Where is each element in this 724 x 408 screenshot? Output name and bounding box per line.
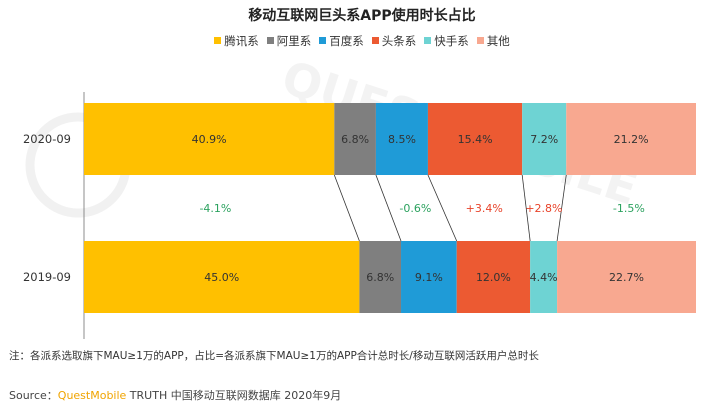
category-tick-label: 2019-09	[23, 270, 71, 284]
bar-value-label: 45.0%	[204, 271, 239, 284]
legend-item: 头条系	[371, 33, 417, 49]
segment-connector-line	[521, 174, 531, 242]
bar-value-label: 21.2%	[614, 133, 649, 146]
bar-value-label: 6.8%	[341, 133, 369, 146]
bar-value-label: 9.1%	[415, 271, 443, 284]
bar-value-label: 7.2%	[530, 133, 558, 146]
legend-swatch	[319, 37, 327, 44]
segment-connector-line	[375, 174, 402, 242]
bar-segment	[530, 241, 558, 313]
segment-connector-line	[427, 174, 458, 242]
bar-value-label: 12.0%	[476, 271, 511, 284]
bar-segment	[427, 103, 523, 175]
bar-segment	[456, 241, 531, 313]
bar-value-label: 8.5%	[388, 133, 416, 146]
bar-segment	[375, 103, 428, 175]
legend-label: 阿里系	[276, 34, 312, 48]
change-label: +2.8%	[525, 202, 562, 215]
bar-segment	[566, 103, 696, 175]
source-line: Source：QuestMobile TRUTH 中国移动互联网数据库 2020…	[9, 387, 341, 403]
legend-swatch	[476, 37, 484, 44]
legend-item: 阿里系	[266, 33, 312, 49]
legend-label: 快手系	[434, 34, 469, 48]
footnote: 注：各派系选取旗下MAU≥1万的APP，占比=各派系旗下MAU≥1万的APP合计…	[9, 350, 539, 362]
change-label: -1.5%	[613, 202, 645, 215]
bar-value-label: 6.8%	[366, 271, 394, 284]
bar-segment	[401, 241, 457, 313]
bar-segment	[84, 241, 360, 313]
change-label: -0.6%	[399, 202, 431, 215]
source-rest: TRUTH 中国移动互联网数据库 2020年9月	[126, 389, 342, 402]
source-prefix: Source：	[9, 389, 58, 402]
chart-legend: 腾讯系 阿里系 百度系 头条系 快手系 其他	[0, 33, 724, 49]
legend-label: 头条系	[381, 34, 417, 48]
bar-value-label: 22.7%	[609, 271, 644, 284]
bar-segment	[84, 103, 335, 175]
bar-segment	[522, 103, 567, 175]
legend-item: 快手系	[424, 33, 469, 49]
category-tick-label: 2020-09	[23, 132, 71, 146]
legend-label: 其他	[486, 34, 510, 48]
change-label: +3.4%	[466, 202, 503, 215]
legend-swatch	[424, 37, 432, 44]
legend-label: 腾讯系	[224, 34, 259, 48]
legend-item: 百度系	[319, 33, 364, 49]
legend-item: 腾讯系	[214, 33, 259, 49]
bar-segment	[334, 103, 376, 175]
change-label: -4.1%	[199, 202, 231, 215]
segment-connector-line	[333, 174, 360, 242]
legend-swatch	[371, 37, 379, 44]
legend-swatch	[214, 37, 222, 44]
chart-title: 移动互联网巨头系APP使用时长占比	[248, 8, 476, 24]
legend-item: 其他	[476, 33, 510, 49]
bar-value-label: 4.4%	[530, 271, 558, 284]
bar-segment	[359, 241, 402, 313]
source-brand: QuestMobile	[57, 389, 127, 402]
legend-swatch	[266, 37, 274, 44]
legend-label: 百度系	[329, 34, 364, 48]
bar-value-label: 15.4%	[458, 133, 493, 146]
bar-value-label: 40.9%	[192, 133, 227, 146]
segment-connector-line	[556, 174, 567, 242]
bar-segment	[557, 241, 696, 313]
